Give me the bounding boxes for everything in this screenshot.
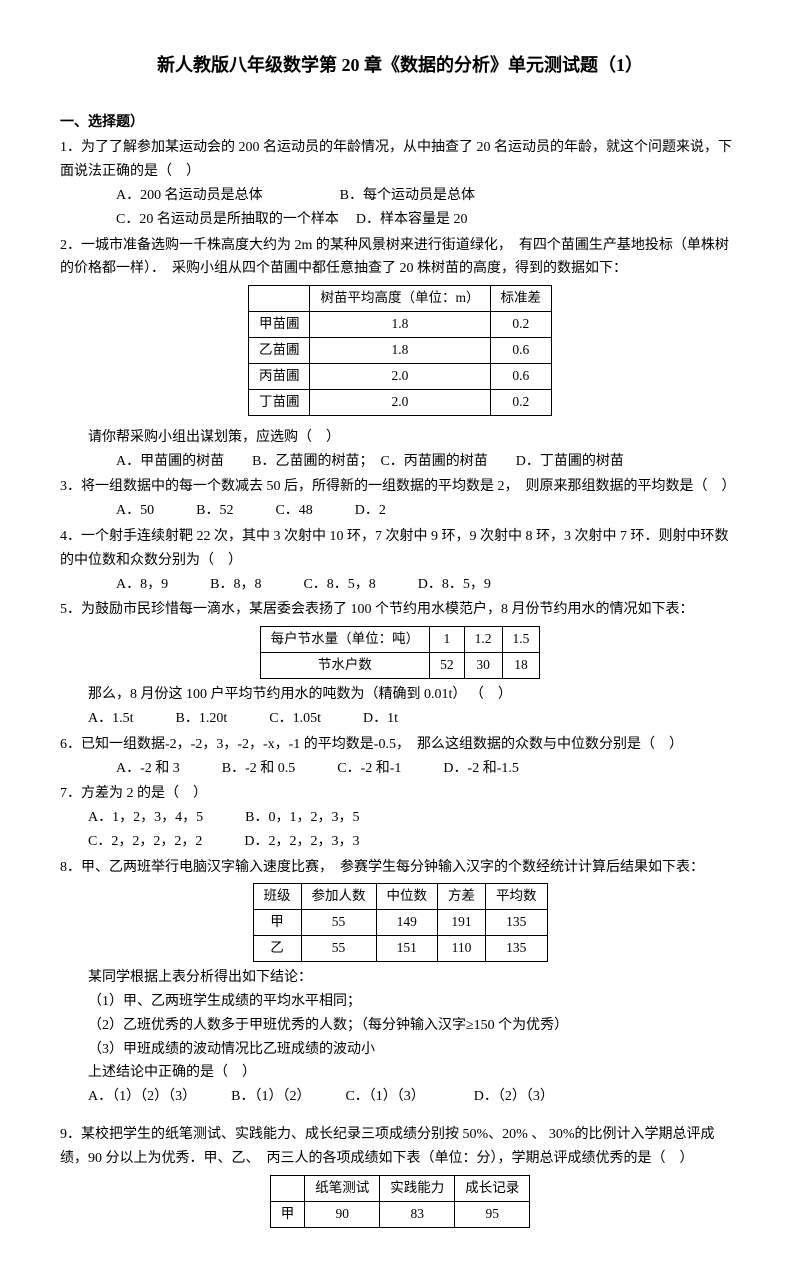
table-cell: 1.2 xyxy=(464,627,502,653)
table-cell: 55 xyxy=(301,936,376,962)
table-cell: 丁苗圃 xyxy=(248,389,310,415)
table-cell: 甲 xyxy=(253,910,301,936)
table-cell: 135 xyxy=(486,910,548,936)
q7-opts-row2: C．2，2，2，2，2 D．2，2，2，3，3 xyxy=(60,830,740,854)
q8-stem1: 8．甲、乙两班举行电脑汉字输入速度比赛， 参赛学生每分钟输入汉字的个数经统计计算… xyxy=(60,856,740,880)
q7-stem: 7．方差为 2 的是（ ） xyxy=(60,782,740,806)
q1-opt-c: C．20 名运动员是所抽取的一个样本 xyxy=(116,212,339,227)
table-cell: 平均数 xyxy=(486,884,548,910)
table-cell: 乙 xyxy=(253,936,301,962)
q1-opt-d: D．样本容量是 20 xyxy=(356,212,468,227)
q5-stem2: 那么，8 月份这 100 户平均节约用水的吨数为（精确到 0.01t） （ ） xyxy=(60,683,740,707)
question-1: 1．为了了解参加某运动会的 200 名运动员的年龄情况，从中抽查了 20 名运动… xyxy=(60,136,740,231)
table-cell: 30 xyxy=(464,653,502,679)
table-cell: 参加人数 xyxy=(301,884,376,910)
question-7: 7．方差为 2 的是（ ） A．1，2，3，4，5 B．0，1，2，3，5 C．… xyxy=(60,782,740,853)
q3-opts: A．50 B．52 C．48 D．2 xyxy=(60,499,740,523)
table-cell: 151 xyxy=(376,936,438,962)
table-cell: 甲苗圃 xyxy=(248,312,310,338)
q6-opts: A．-2 和 3 B．-2 和 0.5 C．-2 和-1 D．-2 和-1.5 xyxy=(60,757,740,781)
table-cell: 110 xyxy=(438,936,486,962)
q3-stem: 3．将一组数据中的每一个数减去 50 后，所得新的一组数据的平均数是 2， 则原… xyxy=(60,475,740,499)
question-9: 9．某校把学生的纸笔测试、实践能力、成长纪录三项成绩分别按 50%、20% 、 … xyxy=(60,1123,740,1227)
q1-opts-row2: C．20 名运动员是所抽取的一个样本 D．样本容量是 20 xyxy=(60,208,740,232)
q5-opts: A．1.5t B．1.20t C．1.05t D．1t xyxy=(60,707,740,731)
table-cell: 0.6 xyxy=(490,363,552,389)
table-cell: 135 xyxy=(486,936,548,962)
table-cell: 90 xyxy=(305,1201,380,1227)
table-cell: 每户节水量（单位：吨） xyxy=(260,627,430,653)
q6-stem: 6．已知一组数据-2，-2，3，-2，-x，-1 的平均数是-0.5， 那么这组… xyxy=(60,733,740,757)
table-cell: 标准差 xyxy=(490,286,552,312)
q2-stem1: 2．一城市准备选购一千株高度大约为 2m 的某种风景树来进行街道绿化， 有四个苗… xyxy=(60,234,740,282)
table-cell: 52 xyxy=(430,653,465,679)
table-cell: 成长记录 xyxy=(455,1175,530,1201)
q2-stem2: 请你帮采购小组出谋划策，应选购（ ） xyxy=(60,426,740,450)
question-8: 8．甲、乙两班举行电脑汉字输入速度比赛， 参赛学生每分钟输入汉字的个数经统计计算… xyxy=(60,856,740,1109)
q8-opts: A．（1）（2）（3） B．（1）（2） C．（1）（3） D．（2）（3） xyxy=(60,1085,740,1109)
q7-opts-row1: A．1，2，3，4，5 B．0，1，2，3，5 xyxy=(60,806,740,830)
table-cell: 1.8 xyxy=(310,312,490,338)
q2-table: 树苗平均高度（单位：m） 标准差 甲苗圃 1.8 0.2 乙苗圃 1.8 0.6… xyxy=(248,285,552,416)
q4-stem: 4．一个射手连续射靶 22 次，其中 3 次射中 10 环，7 次射中 9 环，… xyxy=(60,525,740,573)
table-cell xyxy=(270,1175,305,1201)
q5-stem1: 5．为鼓励市民珍惜每一滴水，某居委会表扬了 100 个节约用水模范户，8 月份节… xyxy=(60,598,740,622)
table-cell: 55 xyxy=(301,910,376,936)
q8-l2: （2）乙班优秀的人数多于甲班优秀的人数；（每分钟输入汉字≥150 个为优秀） xyxy=(60,1014,740,1038)
table-cell: 149 xyxy=(376,910,438,936)
table-cell: 83 xyxy=(380,1201,455,1227)
table-cell: 纸笔测试 xyxy=(305,1175,380,1201)
q9-table: 纸笔测试 实践能力 成长记录 甲 90 83 95 xyxy=(270,1175,531,1228)
q8-l1: （1）甲、乙两班学生成绩的平均水平相同； xyxy=(60,990,740,1014)
question-4: 4．一个射手连续射靶 22 次，其中 3 次射中 10 环，7 次射中 9 环，… xyxy=(60,525,740,596)
q1-stem: 1．为了了解参加某运动会的 200 名运动员的年龄情况，从中抽查了 20 名运动… xyxy=(60,136,740,184)
table-cell: 0.2 xyxy=(490,389,552,415)
table-cell: 1 xyxy=(430,627,465,653)
q8-table: 班级 参加人数 中位数 方差 平均数 甲 55 149 191 135 乙 55… xyxy=(253,883,548,962)
table-cell: 班级 xyxy=(253,884,301,910)
q4-opts: A．8，9 B．8，8 C．8．5，8 D．8．5，9 xyxy=(60,573,740,597)
question-3: 3．将一组数据中的每一个数减去 50 后，所得新的一组数据的平均数是 2， 则原… xyxy=(60,475,740,523)
table-cell: 0.2 xyxy=(490,312,552,338)
q8-l3: （3）甲班成绩的波动情况比乙班成绩的波动小 xyxy=(60,1038,740,1062)
table-cell: 中位数 xyxy=(376,884,438,910)
q9-stem: 9．某校把学生的纸笔测试、实践能力、成长纪录三项成绩分别按 50%、20% 、 … xyxy=(60,1123,740,1171)
table-cell: 方差 xyxy=(438,884,486,910)
table-cell: 0.6 xyxy=(490,338,552,364)
q2-opts: A．甲苗圃的树苗 B．乙苗圃的树苗； C．丙苗圃的树苗 D．丁苗圃的树苗 xyxy=(60,450,740,474)
question-2: 2．一城市准备选购一千株高度大约为 2m 的某种风景树来进行街道绿化， 有四个苗… xyxy=(60,234,740,474)
question-5: 5．为鼓励市民珍惜每一滴水，某居委会表扬了 100 个节约用水模范户，8 月份节… xyxy=(60,598,740,730)
table-cell: 节水户数 xyxy=(260,653,430,679)
table-cell: 95 xyxy=(455,1201,530,1227)
table-cell: 实践能力 xyxy=(380,1175,455,1201)
table-cell: 1.5 xyxy=(502,627,540,653)
q8-stem3: 上述结论中正确的是（ ） xyxy=(60,1061,740,1085)
table-cell: 18 xyxy=(502,653,540,679)
table-cell xyxy=(248,286,310,312)
table-cell: 1.8 xyxy=(310,338,490,364)
page-title: 新人教版八年级数学第 20 章《数据的分析》单元测试题（1） xyxy=(60,50,740,81)
table-cell: 191 xyxy=(438,910,486,936)
q1-opts-row1: A．200 名运动员是总体 B．每个运动员是总体 xyxy=(60,184,740,208)
q1-opt-b: B．每个运动员是总体 xyxy=(340,188,475,203)
question-6: 6．已知一组数据-2，-2，3，-2，-x，-1 的平均数是-0.5， 那么这组… xyxy=(60,733,740,781)
table-cell: 乙苗圃 xyxy=(248,338,310,364)
q5-table: 每户节水量（单位：吨） 1 1.2 1.5 节水户数 52 30 18 xyxy=(260,626,541,679)
table-cell: 2.0 xyxy=(310,363,490,389)
section-1-label: 一、选择题） xyxy=(60,111,740,135)
q8-stem2: 某同学根据上表分析得出如下结论： xyxy=(60,966,740,990)
table-cell: 2.0 xyxy=(310,389,490,415)
q1-opt-a: A．200 名运动员是总体 xyxy=(116,188,263,203)
table-cell: 甲 xyxy=(270,1201,305,1227)
table-cell: 丙苗圃 xyxy=(248,363,310,389)
table-cell: 树苗平均高度（单位：m） xyxy=(310,286,490,312)
